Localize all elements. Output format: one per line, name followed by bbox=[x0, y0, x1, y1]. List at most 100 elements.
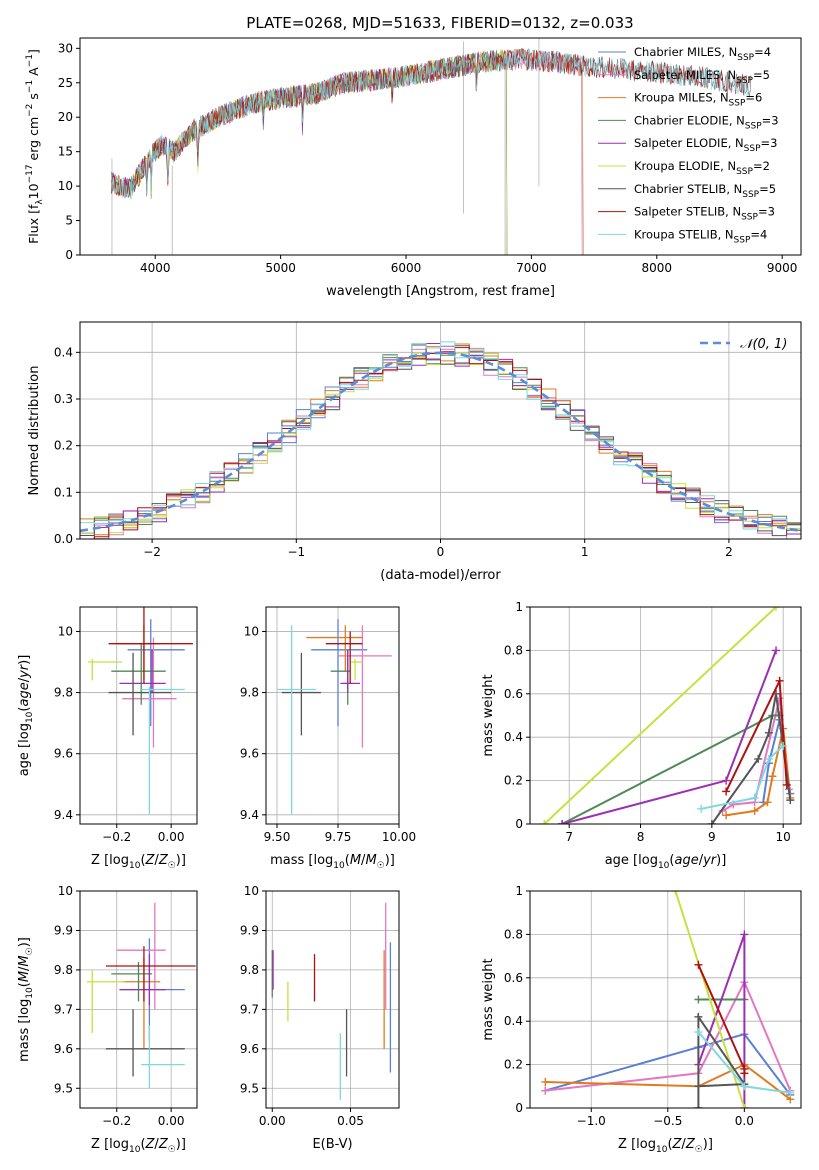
weight-point-marker bbox=[786, 1088, 795, 1097]
label-part: mass [log bbox=[270, 853, 333, 868]
legend-entry: Chabrier STELIB, NSSP=5 bbox=[634, 182, 776, 200]
label-part: Z bbox=[158, 853, 169, 868]
x-tick-label: 5000 bbox=[265, 261, 296, 275]
x-tick-label: 0.00 bbox=[158, 830, 185, 844]
label-part: 10 bbox=[333, 861, 345, 871]
legend-entry: Chabrier MILES, NSSP=4 bbox=[634, 45, 771, 63]
label-part: −1 bbox=[25, 54, 35, 67]
histogram-step-line bbox=[80, 341, 801, 539]
label-part: =6 bbox=[745, 91, 762, 105]
label-part: ( bbox=[345, 853, 350, 868]
label-part: / bbox=[17, 966, 32, 971]
y-tick-label: 15 bbox=[58, 145, 73, 159]
label-part: Salpeter MILES, N bbox=[634, 68, 736, 82]
label-part: =3 bbox=[758, 205, 775, 219]
label-part: 10 bbox=[25, 987, 35, 999]
label-part: age bbox=[674, 853, 698, 868]
y-tick-label: 0 bbox=[65, 248, 73, 262]
label-part: Salpeter STELIB, N bbox=[634, 205, 741, 219]
x-tick-label: 2 bbox=[725, 545, 733, 559]
label-part: / bbox=[361, 853, 366, 868]
weight-point-marker bbox=[740, 1104, 749, 1108]
x-tick-label: −0.5 bbox=[653, 1114, 682, 1128]
weight-point-marker bbox=[764, 754, 773, 763]
label-part: Z bbox=[672, 1137, 683, 1152]
y-tick-label: 9.6 bbox=[54, 747, 73, 761]
massweight_vs_age-xlabel: age [log10(age/yr)] bbox=[605, 853, 727, 871]
y-tick-label: 0.6 bbox=[504, 687, 523, 701]
label-part: / bbox=[681, 1137, 686, 1152]
label-part: / bbox=[17, 677, 32, 682]
x-tick-label: 0.05 bbox=[337, 1114, 364, 1128]
y-tick-label: 9.8 bbox=[54, 963, 73, 977]
label-part: M bbox=[350, 853, 361, 868]
x-tick-label: 1 bbox=[581, 545, 589, 559]
weight-point-marker bbox=[722, 787, 731, 796]
label-part: age [log bbox=[605, 853, 658, 868]
y-tick-label: 10 bbox=[58, 179, 73, 193]
label-part: 10 bbox=[656, 1145, 668, 1155]
label-part: 10 bbox=[26, 183, 41, 199]
label-part: erg cm bbox=[26, 117, 41, 165]
label-part: Z bbox=[145, 1137, 156, 1152]
axes-frame bbox=[265, 890, 400, 1109]
x-tick-label: 6000 bbox=[391, 261, 422, 275]
label-part: =3 bbox=[761, 136, 778, 150]
label-part: Chabrier ELODIE, N bbox=[634, 113, 745, 127]
label-part: =5 bbox=[753, 68, 770, 82]
y-tick-label: 9.6 bbox=[54, 1042, 73, 1056]
x-tick-label: 7000 bbox=[516, 261, 547, 275]
y-tick-label: 0.4 bbox=[504, 1014, 523, 1028]
label-part: age bbox=[17, 682, 32, 706]
weight-point-marker bbox=[694, 1028, 703, 1037]
axes-frame bbox=[529, 890, 802, 1109]
y-tick-label: 20 bbox=[58, 110, 73, 124]
massweight_vs_Z-panel: −1.0 −0.5 0.000.20.40.60.81Z [log10(Z/Z☉)]… bbox=[481, 884, 802, 1155]
x-tick-label: 8 bbox=[637, 830, 645, 844]
y-tick-label: 9.8 bbox=[240, 963, 259, 977]
mass_vs_Z-xlabel: Z [log10(Z/Z☉)] bbox=[91, 1137, 186, 1155]
spectrum-xlabel: wavelength [Angstrom, rest frame] bbox=[326, 284, 555, 299]
axes-frame bbox=[79, 37, 802, 256]
weight-point-marker bbox=[786, 796, 795, 805]
y-tick-label: 0.4 bbox=[504, 730, 523, 744]
y-tick-label: 10 bbox=[58, 884, 73, 898]
label-part: =3 bbox=[762, 113, 779, 127]
label-part: E(B-V) bbox=[312, 1137, 352, 1152]
normal-reference-curve bbox=[80, 351, 801, 533]
x-tick-label: −0.2 bbox=[102, 830, 131, 844]
label-part: SSP bbox=[741, 213, 758, 223]
weight-point-marker bbox=[671, 891, 680, 895]
label-part: ☉ bbox=[377, 861, 385, 871]
legend-entry: Kroupa MILES, NSSP=6 bbox=[634, 91, 762, 109]
x-tick-label: 0 bbox=[437, 545, 445, 559]
label-part: −2 bbox=[25, 104, 35, 117]
weight-point-marker bbox=[541, 1086, 550, 1095]
axes-frame bbox=[529, 606, 802, 825]
label-part: Kroupa ELODIE, N bbox=[634, 159, 736, 173]
legend-entry: Kroupa ELODIE, NSSP=2 bbox=[634, 159, 770, 177]
label-part: Salpeter ELODIE, N bbox=[634, 136, 744, 150]
mass_vs_EBV-xlabel: E(B-V) bbox=[312, 1137, 352, 1152]
weight-point-marker bbox=[768, 772, 777, 781]
weight-point-marker bbox=[740, 1082, 749, 1091]
weight-point-marker bbox=[694, 1082, 703, 1091]
y-tick-label: 9.5 bbox=[54, 1081, 73, 1095]
massweight_vs_Z-ylabel: mass weight bbox=[481, 958, 496, 1040]
x-tick-label: −0.2 bbox=[102, 1114, 131, 1128]
x-tick-label: −2 bbox=[143, 545, 161, 559]
label-part: 10 bbox=[25, 711, 35, 723]
mass_vs_EBV-panel: 0.00 0.05 9.5 9.6 9.7 9.8 9.9 10 E(B-V) bbox=[240, 884, 400, 1152]
x-tick-label: 9000 bbox=[767, 261, 798, 275]
weight-series-line bbox=[545, 1063, 791, 1101]
label-part: =4 bbox=[750, 227, 767, 241]
label-part: 10 bbox=[658, 861, 670, 871]
y-tick-label: 9.9 bbox=[240, 923, 259, 937]
spectrum-trace-line bbox=[111, 48, 752, 198]
y-tick-label: 0.0 bbox=[54, 532, 73, 546]
label-part: 10 bbox=[129, 861, 141, 871]
label-part: mass [log bbox=[17, 999, 32, 1062]
label-part: SSP bbox=[734, 235, 751, 245]
label-part: )] bbox=[17, 937, 32, 947]
y-tick-label: 0.8 bbox=[504, 927, 523, 941]
